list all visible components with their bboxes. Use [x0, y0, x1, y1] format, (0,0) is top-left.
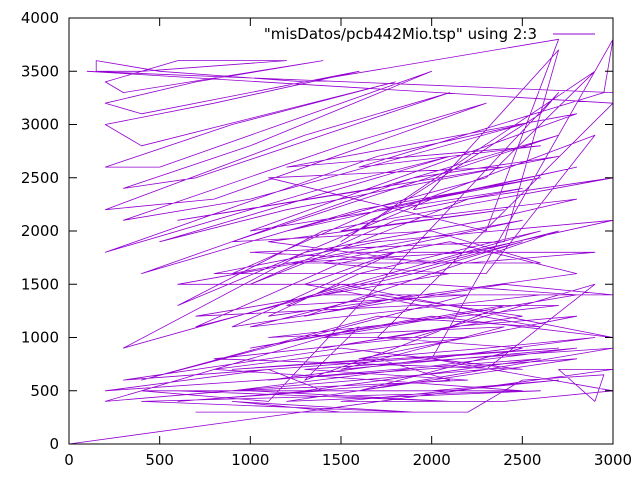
legend-entry-label: "misDatos/pcb442Mio.tsp" using 2:3 [264, 25, 537, 43]
y-tick-label: 1000 [21, 329, 59, 347]
y-tick-label: 3500 [21, 62, 59, 80]
y-tick-label: 3000 [21, 116, 59, 134]
y-tick-label: 2500 [21, 169, 59, 187]
x-tick-label: 0 [64, 451, 74, 469]
x-tick-label: 500 [145, 451, 174, 469]
y-tick-label: 500 [30, 382, 59, 400]
x-axis-ticks: 0 500 1000 1500 2000 2500 3000 [64, 18, 632, 469]
x-tick-label: 2000 [413, 451, 451, 469]
x-tick-label: 1500 [322, 451, 360, 469]
series-layer [68, 38, 614, 445]
y-tick-label: 1500 [21, 275, 59, 293]
y-axis-ticks: 0 500 1000 1500 2000 2500 3000 3500 4000 [21, 9, 613, 453]
series-line [68, 38, 614, 445]
y-tick-label: 0 [49, 435, 59, 453]
y-tick-label: 2000 [21, 222, 59, 240]
y-tick-label: 4000 [21, 9, 59, 27]
legend: "misDatos/pcb442Mio.tsp" using 2:3 [264, 25, 595, 43]
x-tick-label: 3000 [594, 451, 632, 469]
x-tick-label: 2500 [503, 451, 541, 469]
x-tick-label: 1000 [231, 451, 269, 469]
